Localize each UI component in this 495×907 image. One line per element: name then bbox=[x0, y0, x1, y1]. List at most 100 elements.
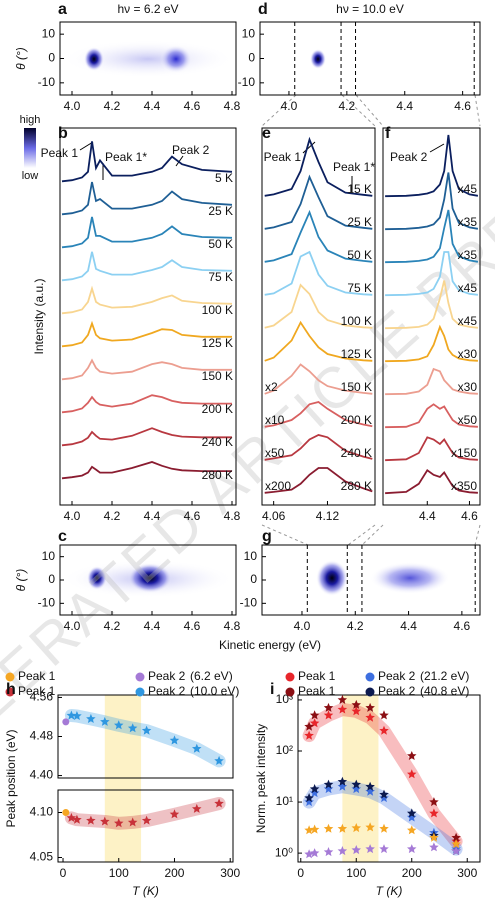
legend-marker bbox=[365, 672, 375, 682]
legend-note: (6.2 eV) bbox=[190, 669, 233, 683]
spectrum bbox=[61, 251, 233, 282]
y-tick-label: -10 bbox=[38, 75, 56, 89]
data-point bbox=[407, 825, 417, 835]
data-point bbox=[304, 825, 314, 835]
trend-band bbox=[64, 797, 226, 830]
data-point bbox=[407, 769, 417, 779]
plot-frame bbox=[259, 21, 481, 96]
data-point bbox=[365, 781, 375, 791]
data-point bbox=[214, 755, 224, 765]
series-label: 240 K bbox=[202, 435, 233, 449]
spectrum bbox=[61, 216, 233, 249]
x-tick-label: 4.8 bbox=[224, 509, 241, 523]
panel-label: f bbox=[385, 125, 391, 142]
annotation: Peak 1* bbox=[333, 160, 375, 174]
data-point bbox=[304, 721, 314, 731]
scale-label: x10 bbox=[265, 413, 285, 427]
legend-marker bbox=[285, 672, 295, 682]
data-point bbox=[407, 844, 417, 854]
data-point bbox=[62, 718, 70, 726]
y-tick-label: -10 bbox=[238, 75, 256, 89]
spectrum bbox=[61, 394, 232, 414]
data-point bbox=[451, 832, 461, 842]
data-point bbox=[429, 808, 439, 818]
series-label: 50 K bbox=[208, 237, 233, 251]
data-point bbox=[379, 725, 389, 735]
x-tick-label: 4.0 bbox=[281, 99, 298, 113]
y-axis-label: Intensity (a.u.) bbox=[32, 278, 46, 354]
series-label: 150 K bbox=[341, 380, 372, 394]
data-point bbox=[192, 803, 202, 813]
series-label: 280 K bbox=[341, 479, 372, 493]
data-point bbox=[337, 704, 348, 714]
legend-label: Peak 2 bbox=[148, 684, 186, 698]
x-tick-label: 4.0 bbox=[64, 619, 81, 633]
data-point bbox=[351, 845, 361, 855]
data-point bbox=[309, 784, 320, 794]
scale-label: x50 bbox=[458, 413, 478, 427]
annotation-arrows bbox=[79, 141, 445, 192]
spectrum bbox=[264, 401, 373, 428]
data-point bbox=[62, 809, 70, 816]
annotation: Peak 1 bbox=[41, 146, 79, 160]
annotation: Peak 1 bbox=[264, 150, 302, 164]
data-point bbox=[407, 812, 417, 822]
spectrum bbox=[385, 251, 478, 297]
connectors bbox=[261, 94, 481, 546]
y-tick-label: -10 bbox=[38, 596, 56, 610]
data-point bbox=[323, 784, 334, 794]
data-point bbox=[451, 846, 461, 856]
spectrum bbox=[264, 136, 373, 197]
x-tick-label: 200 bbox=[164, 866, 184, 880]
data-point bbox=[72, 711, 82, 720]
data-point bbox=[304, 797, 314, 807]
shade-region bbox=[342, 695, 379, 862]
legend-marker bbox=[365, 687, 375, 697]
data-point bbox=[379, 844, 389, 854]
heatmap-d bbox=[310, 49, 326, 69]
spectrum bbox=[61, 427, 232, 447]
spectrum bbox=[264, 434, 373, 461]
x-tick-label: 300 bbox=[457, 866, 477, 880]
y-tick-label: 4.40 bbox=[30, 768, 54, 782]
spectrum bbox=[385, 324, 478, 363]
scale-label: x50 bbox=[265, 446, 285, 460]
plot-frame bbox=[57, 789, 234, 863]
data-point bbox=[351, 823, 361, 833]
series-label: 125 K bbox=[341, 347, 372, 361]
spectrum bbox=[61, 461, 232, 480]
panel-label: h bbox=[6, 681, 16, 698]
legend-label: Peak 2 bbox=[378, 669, 416, 683]
data-point bbox=[407, 808, 417, 818]
scale-label: x2 bbox=[265, 380, 278, 394]
spectrum bbox=[385, 469, 478, 495]
annotation: Peak 2 bbox=[390, 150, 428, 164]
data-point bbox=[323, 823, 334, 833]
series-label: 100 K bbox=[341, 314, 372, 328]
y-tick-label: -10 bbox=[240, 596, 258, 610]
data-point bbox=[379, 823, 389, 833]
spectrum bbox=[385, 403, 478, 429]
x-tick-label: 200 bbox=[402, 866, 422, 880]
series-label: 240 K bbox=[341, 446, 372, 460]
data-point bbox=[309, 848, 320, 858]
data-point bbox=[100, 716, 110, 726]
series-label: 280 K bbox=[202, 468, 233, 482]
trend-band bbox=[302, 780, 463, 856]
scale-label: x45 bbox=[458, 314, 478, 328]
data-point bbox=[429, 832, 439, 842]
x-tick-label: 4.6 bbox=[454, 99, 471, 113]
spectrum bbox=[264, 250, 373, 296]
series-label: 125 K bbox=[202, 336, 233, 350]
plot-frame bbox=[261, 127, 376, 506]
x-tick-label: 4.4 bbox=[419, 509, 436, 523]
data-point bbox=[86, 713, 96, 723]
data-point bbox=[114, 720, 124, 730]
data-point bbox=[337, 694, 348, 704]
annotation: Peak 2 bbox=[172, 143, 210, 157]
y-tick-label: 0 bbox=[48, 51, 55, 65]
panel-label: i bbox=[270, 681, 274, 698]
spectrum bbox=[264, 320, 373, 362]
legend-label: Peak 1 bbox=[18, 669, 56, 683]
x-tick-label: 4.6 bbox=[454, 619, 471, 633]
